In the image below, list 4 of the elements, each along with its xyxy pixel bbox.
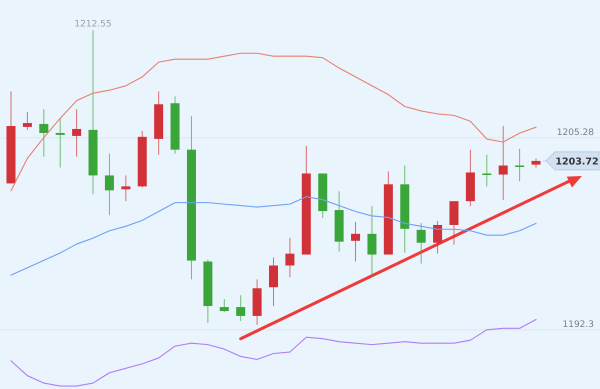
annotation: 1212.55 (74, 19, 112, 30)
y-tick-label: 1205.28 (556, 128, 594, 138)
ref-line-label: 1203.72 (555, 156, 599, 168)
y-tick-label: 1192.3 (562, 320, 594, 330)
